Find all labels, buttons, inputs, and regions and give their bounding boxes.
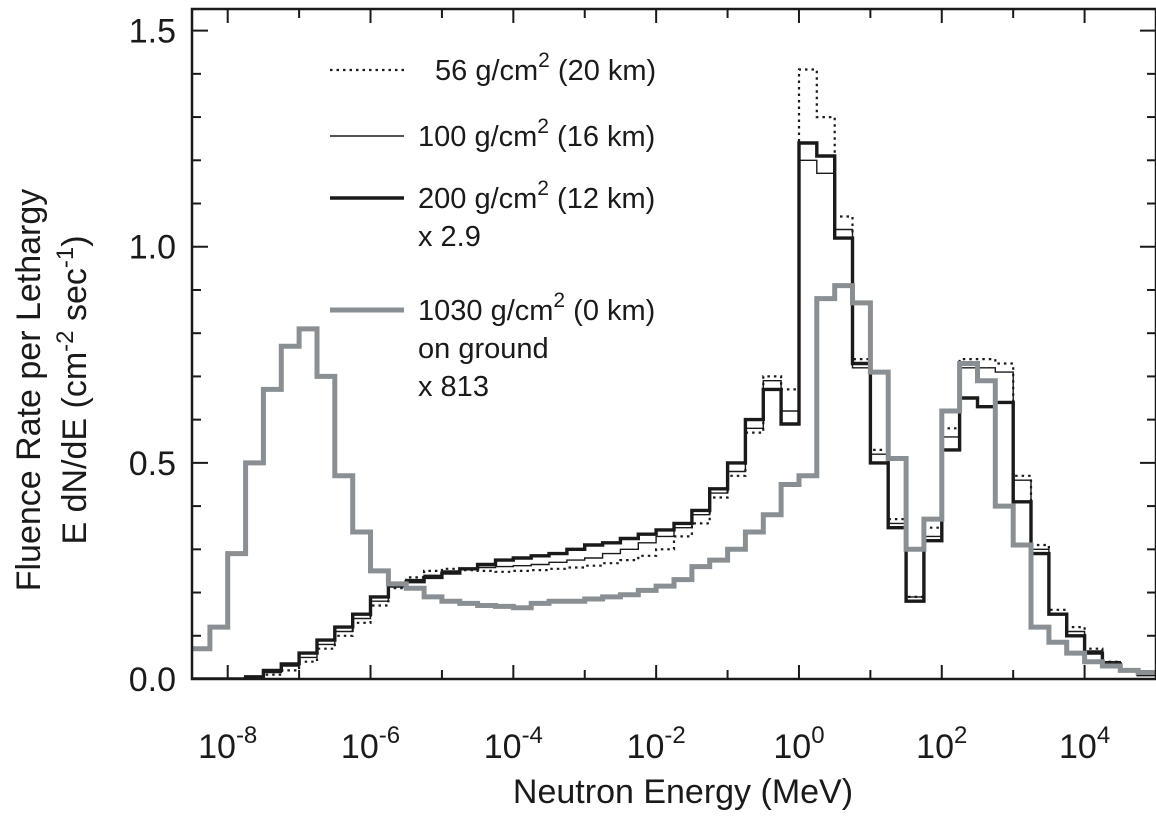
series-line-4 bbox=[192, 283, 1156, 675]
x-tick-base: 10 bbox=[341, 728, 379, 766]
x-tick-exp: -8 bbox=[236, 722, 257, 749]
x-tick-base: 10 bbox=[773, 728, 811, 766]
legend-suffix: (0 km) bbox=[565, 295, 655, 327]
ticks-layer bbox=[192, 9, 1156, 680]
y-axis-title-line1: Fluence Rate per Lethargy bbox=[10, 189, 48, 592]
legend-name: 100 g/cm bbox=[418, 121, 537, 153]
legend-label-1: 56 g/cm2 (20 km) bbox=[435, 49, 656, 87]
y-axis-title-prefix: E dN/dE (cm bbox=[56, 352, 94, 545]
y-axis-title-suffix: ) bbox=[56, 235, 94, 246]
legend-label-3-line2: x 2.9 bbox=[418, 221, 481, 253]
legend-suffix: (12 km) bbox=[549, 183, 655, 215]
legend-name: 200 g/cm bbox=[418, 183, 537, 215]
x-tick-exp: -4 bbox=[522, 722, 543, 749]
y-tick-label: 0.0 bbox=[129, 661, 176, 699]
y-axis-title-exp2: -1 bbox=[52, 247, 79, 268]
x-tick-exp: -2 bbox=[664, 722, 685, 749]
x-tick-label: 102 bbox=[916, 722, 967, 766]
x-tick-base: 10 bbox=[916, 728, 954, 766]
x-tick-label: 104 bbox=[1059, 722, 1110, 766]
x-tick-label: 100 bbox=[773, 722, 824, 766]
legend-sup: 2 bbox=[538, 49, 550, 72]
x-tick-label: 10-2 bbox=[627, 722, 686, 766]
y-axis-title-mid: sec bbox=[56, 268, 94, 330]
x-tick-exp: 0 bbox=[811, 722, 824, 749]
y-axis-title-exp1: -2 bbox=[52, 330, 79, 351]
legend-sup: 2 bbox=[553, 289, 565, 312]
legend-label-2: 100 g/cm2 (16 km) bbox=[418, 115, 655, 153]
y-tick-label: 1.0 bbox=[129, 229, 176, 267]
legend-suffix: (16 km) bbox=[549, 121, 655, 153]
x-axis-title: Neutron Energy (MeV) bbox=[513, 773, 853, 811]
plot-frame bbox=[190, 7, 1156, 681]
x-tick-label: 10-6 bbox=[341, 722, 400, 766]
legend-label-3: 200 g/cm2 (12 km) bbox=[418, 177, 655, 215]
x-tick-base: 10 bbox=[198, 728, 236, 766]
legend-label-4-line3: x 813 bbox=[418, 371, 489, 403]
y-axis-title: Fluence Rate per Lethargy E dN/dE (cm-2 … bbox=[10, 189, 94, 592]
legend-sup: 2 bbox=[537, 115, 549, 138]
x-tick-exp: 4 bbox=[1097, 722, 1110, 749]
y-tick-label: 0.5 bbox=[129, 445, 176, 483]
x-tick-exp: 2 bbox=[954, 722, 967, 749]
legend-label-4: 1030 g/cm2 (0 km) bbox=[418, 289, 655, 327]
legend: 56 g/cm2 (20 km)100 g/cm2 (16 km)200 g/c… bbox=[330, 49, 656, 403]
x-tick-base: 10 bbox=[627, 728, 665, 766]
x-tick-label: 10-4 bbox=[484, 722, 543, 766]
legend-suffix: (20 km) bbox=[550, 55, 656, 87]
x-tick-label: 10-8 bbox=[198, 722, 257, 766]
x-tick-exp: -6 bbox=[379, 722, 400, 749]
legend-label-4-line2: on ground bbox=[418, 333, 549, 365]
legend-sup: 2 bbox=[537, 177, 549, 200]
y-axis-title-line2: E dN/dE (cm-2 sec-1) bbox=[52, 235, 94, 544]
x-tick-base: 10 bbox=[484, 728, 522, 766]
y-tick-label: 1.5 bbox=[129, 13, 176, 51]
x-tick-base: 10 bbox=[1059, 728, 1097, 766]
legend-name: 56 g/cm bbox=[435, 55, 538, 87]
legend-name: 1030 g/cm bbox=[418, 295, 553, 327]
series-layer bbox=[192, 68, 1156, 679]
